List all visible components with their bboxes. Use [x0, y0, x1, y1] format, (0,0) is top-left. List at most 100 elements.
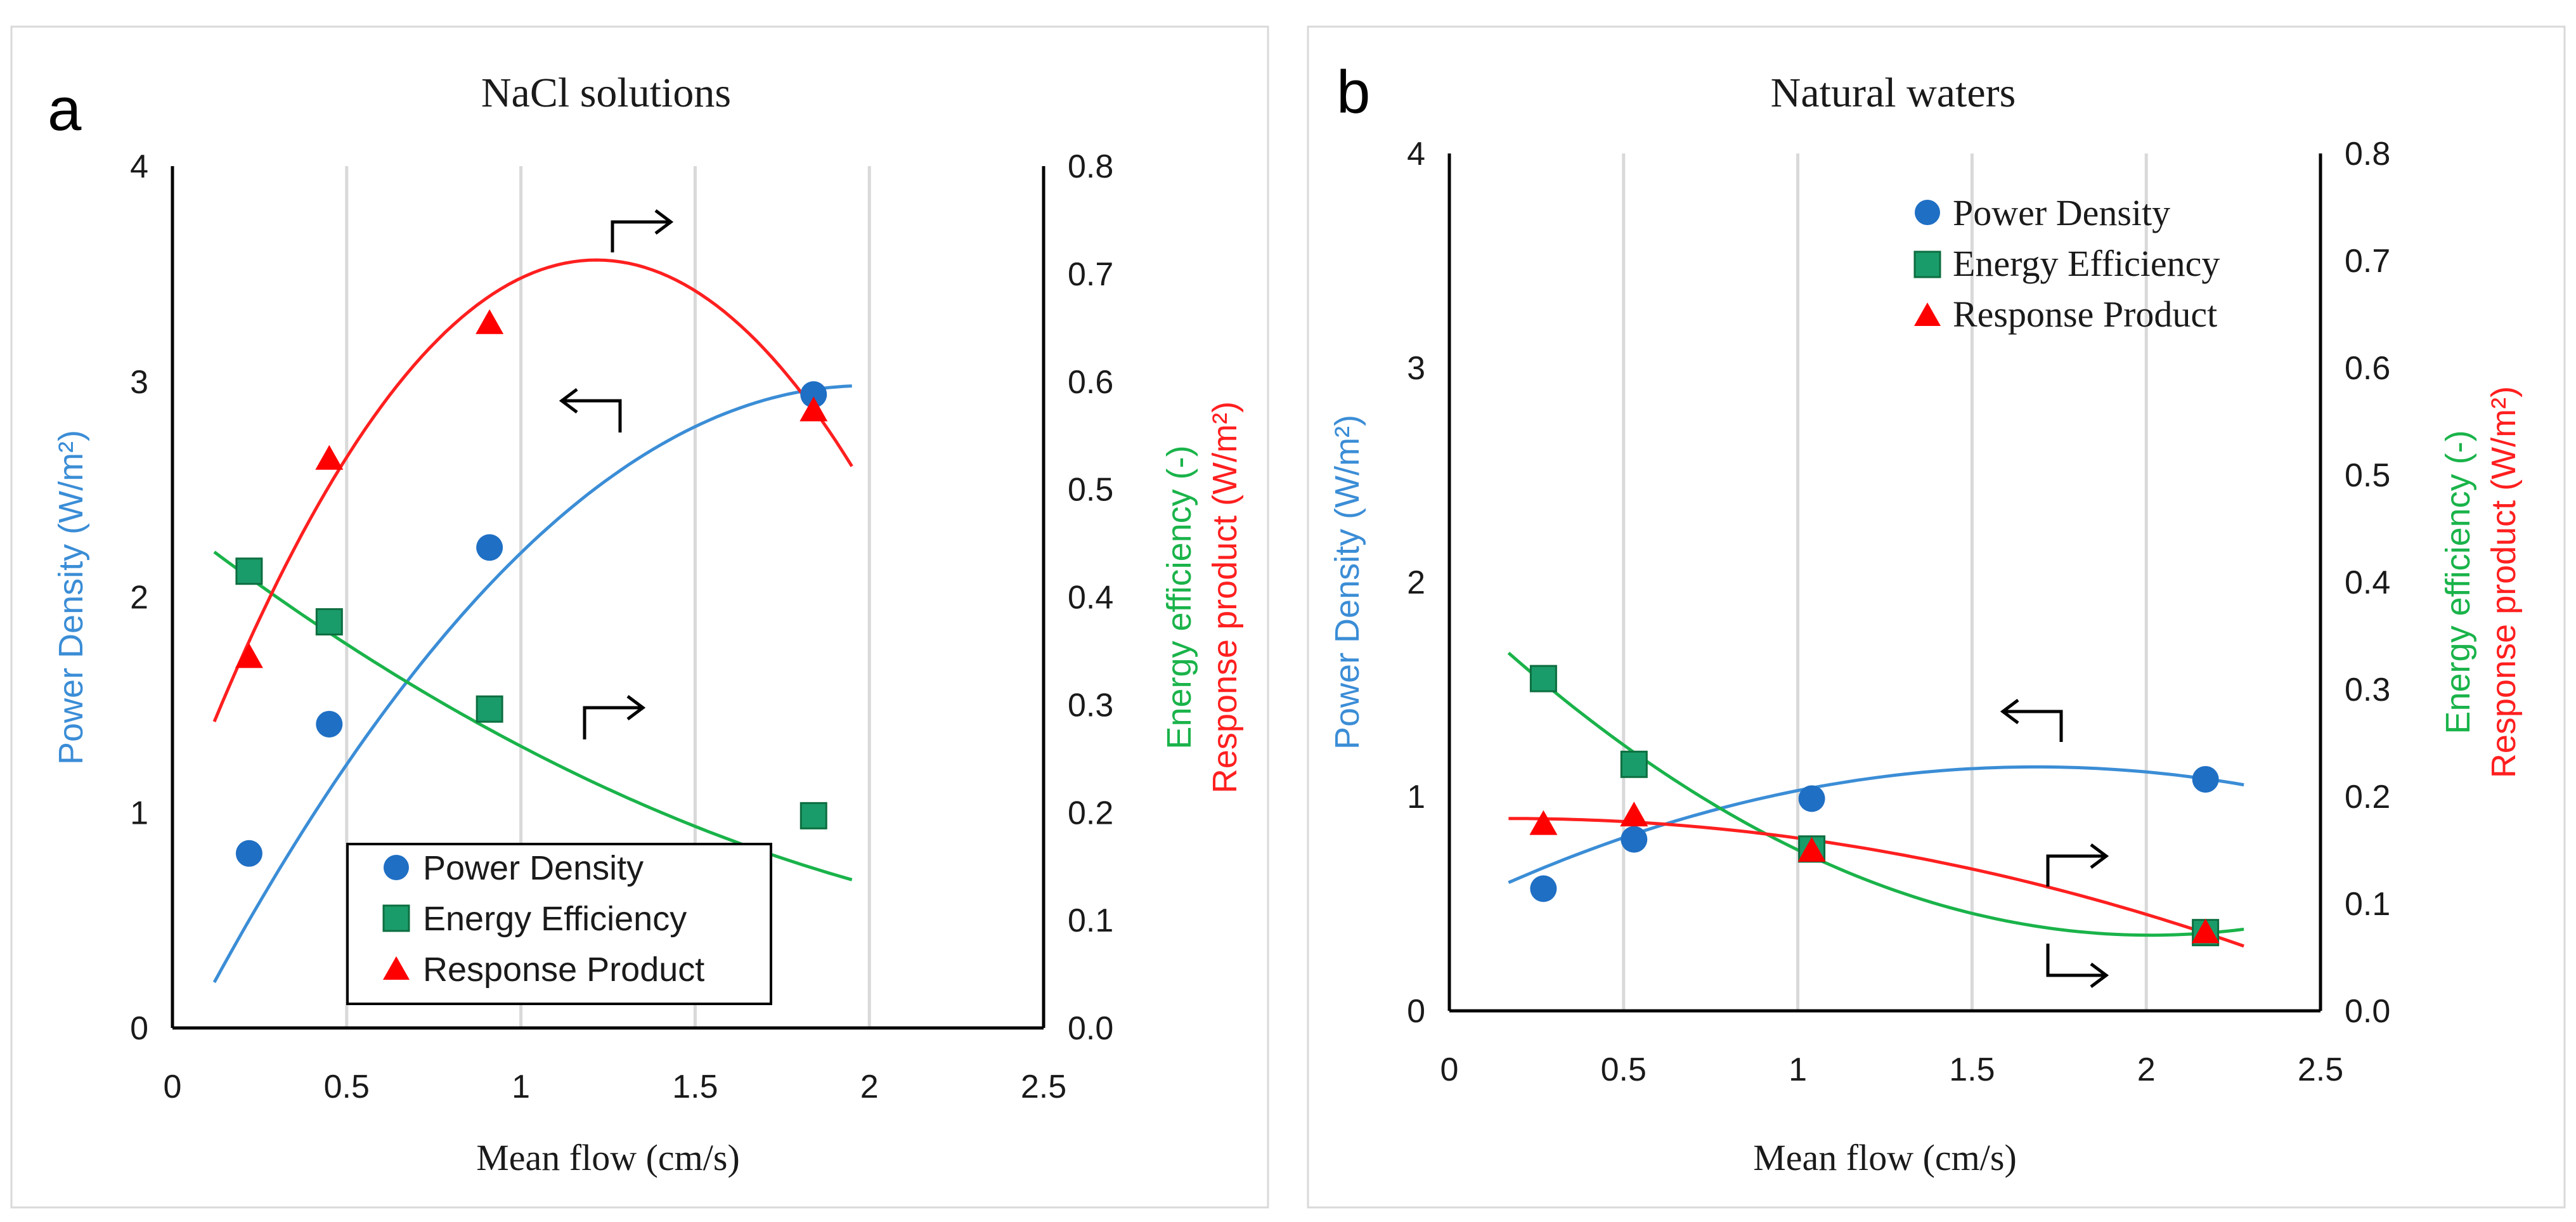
panel-b-left-tick-label: 4 [1407, 136, 1425, 172]
panel-a-response-product-fit-line [212, 258, 853, 722]
panel-b-left-tick-labels: 0 1 2 3 4 [1407, 136, 1425, 1030]
panel-b-letter: b [1337, 58, 1370, 126]
panel-b-legend: Power Density Energy Efficiency Response… [1913, 192, 2220, 335]
panel-a-x-tick-labels: 0 0.5 1 1.5 2 2.5 [164, 1069, 1067, 1105]
panel-a-left-tick-label: 0 [130, 1010, 148, 1047]
panel-a-arrow-response-right [611, 209, 674, 252]
panel-a-right-tick-label: 0.3 [1068, 687, 1113, 724]
panel-b-right-tick-label: 0.8 [2345, 136, 2390, 172]
panel-b-x-tick-label: 1.5 [1949, 1051, 1995, 1088]
panel-a-power-density-point [800, 381, 827, 408]
panel-a-response-product-point [476, 309, 504, 334]
panel-a-x-axis-label: Mean flow (cm/s) [476, 1137, 740, 1178]
panel-b-right-tick-label: 0.1 [2345, 886, 2390, 923]
panel-a-right-tick-label: 0.5 [1068, 472, 1113, 509]
panel-a-left-tick-label: 2 [130, 580, 148, 616]
panel-b-right-tick-labels: 0.0 0.1 0.2 0.3 0.4 0.5 0.6 0.7 0.8 [2345, 136, 2390, 1030]
panel-b-x-tick-label: 2 [2137, 1051, 2156, 1088]
panel-b-right-tick-label: 0.0 [2345, 993, 2390, 1030]
panel-a-right-tick-label: 0.1 [1068, 902, 1113, 939]
panel-b-power-density-point [2192, 765, 2219, 793]
panel-b-x-tick-label: 0 [1440, 1051, 1459, 1088]
panel-a-power-density-point [316, 710, 343, 738]
panel-b-power-density-point [1798, 785, 1825, 812]
panel-a-legend-box [346, 843, 772, 1005]
panel-a-energy-efficiency-point [476, 695, 503, 723]
panel-b-power-density-point [1530, 875, 1557, 902]
panel-a-response-axis-label: Response product (W/m²) [1206, 401, 1244, 793]
panel-a-x-tick-label: 0 [164, 1069, 182, 1105]
panel-a-left-axis-label: Power Density (W/m²) [52, 430, 90, 765]
panel-b-x-tick-label: 0.5 [1601, 1051, 1647, 1088]
panel-b-left-tick-label: 2 [1407, 564, 1425, 601]
panel-a-power-density-point [235, 840, 262, 867]
panel-a-right-tick-label: 0.8 [1068, 148, 1113, 185]
panel-a-data-points [235, 309, 828, 867]
panel-a-legend-energy-label: Energy Efficiency [423, 900, 687, 938]
panel-b-energy-axis-label: Energy efficiency (-) [2439, 430, 2477, 734]
panel-a-right-tick-label: 0.6 [1068, 364, 1113, 401]
panel-a-legend-energy-marker [382, 904, 410, 932]
panel-b-legend-response-marker [1914, 302, 1941, 326]
panel-b-response-product-point [1529, 810, 1558, 835]
panel-b-arrow-response-right [2046, 843, 2109, 887]
panel-b-arrow-energy-right [2046, 944, 2109, 988]
panel-b-data-points [1529, 665, 2220, 947]
panel-a-right-tick-label: 0.0 [1068, 1010, 1113, 1047]
panel-b-x-tick-label: 2.5 [2298, 1051, 2343, 1088]
panel-a-x-tick-label: 2.5 [1021, 1069, 1066, 1105]
panel-b-right-tick-label: 0.2 [2345, 779, 2390, 816]
panel-a-legend-power-marker [384, 855, 409, 880]
panel-b-right-tick-label: 0.3 [2345, 672, 2390, 708]
panel-a-x-tick-label: 1 [512, 1069, 530, 1105]
panel-a-legend-power-label: Power Density [423, 849, 644, 887]
panel-a-power-density-point [476, 534, 503, 561]
panel-a-left-tick-label: 4 [130, 148, 148, 185]
panel-a-response-product-point [799, 396, 828, 422]
panel-a-right-tick-labels: 0.0 0.1 0.2 0.3 0.4 0.5 0.6 0.7 0.8 [1068, 148, 1113, 1047]
panel-a-left-tick-labels: 0 1 2 3 4 [130, 148, 148, 1047]
panel-b-response-product-point [1797, 836, 1826, 862]
panel-b-legend-energy-label: Energy Efficiency [1953, 243, 2220, 284]
panel-a-right-tick-label: 0.7 [1068, 256, 1113, 293]
panel-a-right-tick-label: 0.2 [1068, 795, 1113, 831]
panel-a-x-tick-label: 2 [860, 1069, 879, 1105]
panel-a-power-density-fit-line [212, 384, 852, 984]
panel-b-response-product-point [1620, 802, 1648, 827]
panel-b-right-tick-label: 0.5 [2345, 457, 2390, 494]
panel-b-left-tick-label: 1 [1407, 779, 1425, 816]
panel-a-arrow-energy-right [583, 695, 646, 739]
panel-a-x-tick-label: 0.5 [324, 1069, 370, 1105]
panel-b-arrow-power-left [2000, 699, 2063, 742]
panel-b-legend-power-marker [1915, 200, 1940, 225]
panel-a-energy-axis-label: Energy efficiency (-) [1160, 445, 1198, 749]
panel-a-energy-efficiency-point [235, 557, 263, 585]
panel-a-legend: Power Density Energy Efficiency Response… [346, 843, 772, 1005]
panel-b-left-axis-label: Power Density (W/m²) [1328, 415, 1366, 750]
panel-b-energy-efficiency-fit-line [1507, 651, 2244, 937]
panel-a-left-tick-label: 1 [130, 795, 148, 831]
panel-b-right-tick-label: 0.7 [2345, 243, 2390, 280]
panel-b-right-tick-label: 0.6 [2345, 350, 2390, 387]
panel-a-arrow-power-left [559, 388, 622, 432]
panel-b-legend-energy-marker [1913, 250, 1941, 278]
panel-a-left-tick-label: 3 [130, 364, 148, 401]
panel-b-title: Natural waters [1771, 70, 2016, 116]
panel-a-x-tick-label: 1.5 [672, 1069, 718, 1105]
panel-a-energy-efficiency-point [799, 802, 827, 829]
panel-b-energy-efficiency-point [1529, 665, 1557, 692]
panel-a-response-product-point [315, 445, 344, 470]
panel-b-power-density-point [1621, 826, 1648, 853]
panel-b-right-tick-label: 0.4 [2345, 564, 2390, 601]
panel-b-x-axis-label: Mean flow (cm/s) [1753, 1137, 2017, 1178]
panel-b-legend-power-label: Power Density [1953, 192, 2170, 233]
panel-b-x-tick-labels: 0 0.5 1 1.5 2 2.5 [1440, 1051, 2344, 1088]
panel-b-gridlines [1622, 153, 2148, 1011]
panel-b-x-tick-label: 1 [1789, 1051, 1807, 1088]
panel-a-response-product-point [235, 643, 263, 668]
panel-b-legend-response-label: Response Product [1953, 294, 2217, 335]
panel-a-right-tick-label: 0.4 [1068, 580, 1113, 616]
panel-a-title: NaCl solutions [481, 70, 731, 116]
